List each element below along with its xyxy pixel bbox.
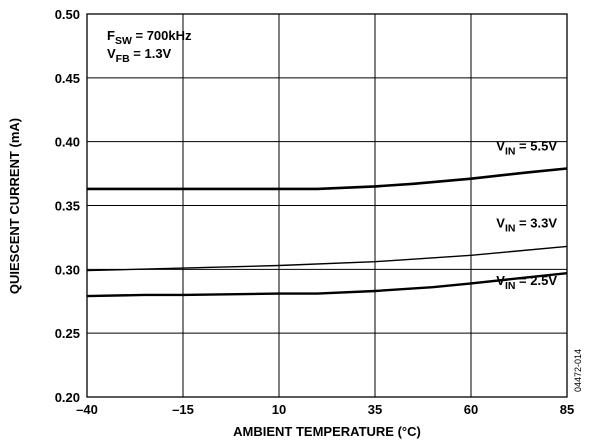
plot-frame (86, 13, 568, 398)
grid (87, 14, 567, 397)
series-labels: VIN = 5.5V VIN = 3.3V VIN = 2.5V (496, 138, 557, 292)
y-tick-label: 0.40 (55, 135, 80, 150)
x-axis-title: AMBIENT TEMPERATURE (°C) (233, 424, 421, 439)
x-tick-label: –15 (172, 402, 194, 417)
y-tick-label: 0.35 (55, 199, 80, 214)
x-tick-label: 10 (272, 402, 286, 417)
x-tick-label: 35 (368, 402, 382, 417)
y-tick-label: 0.45 (55, 71, 80, 86)
y-tick-label: 0.25 (55, 326, 80, 341)
x-tick-label: –40 (76, 402, 98, 417)
series-group (86, 167, 568, 298)
series-label: VIN = 2.5V (496, 273, 557, 292)
tick-labels: –40 –15 10 35 60 85 0.20 0.25 0.30 0.35 0.40 0.45 0.… (55, 7, 575, 417)
series-line (87, 167, 568, 191)
x-tick-label: 60 (464, 402, 478, 417)
series-line (86, 245, 568, 272)
y-tick-label: 0.50 (55, 7, 80, 22)
y-tick-label: 0.20 (55, 390, 80, 405)
x-tick-label: 85 (560, 402, 574, 417)
y-tick-label: 0.30 (55, 262, 80, 277)
y-axis-title: QUIESCENT CURRENT (mA) (7, 118, 22, 294)
series-label: VIN = 3.3V (496, 215, 557, 234)
series-label: VIN = 5.5V (496, 138, 557, 157)
annotation-line: VFB = 1.3V (107, 46, 172, 65)
annotation-line: FSW = 700kHz (107, 28, 192, 47)
series-line (86, 272, 568, 298)
figure-id: 04472-014 (573, 349, 583, 392)
